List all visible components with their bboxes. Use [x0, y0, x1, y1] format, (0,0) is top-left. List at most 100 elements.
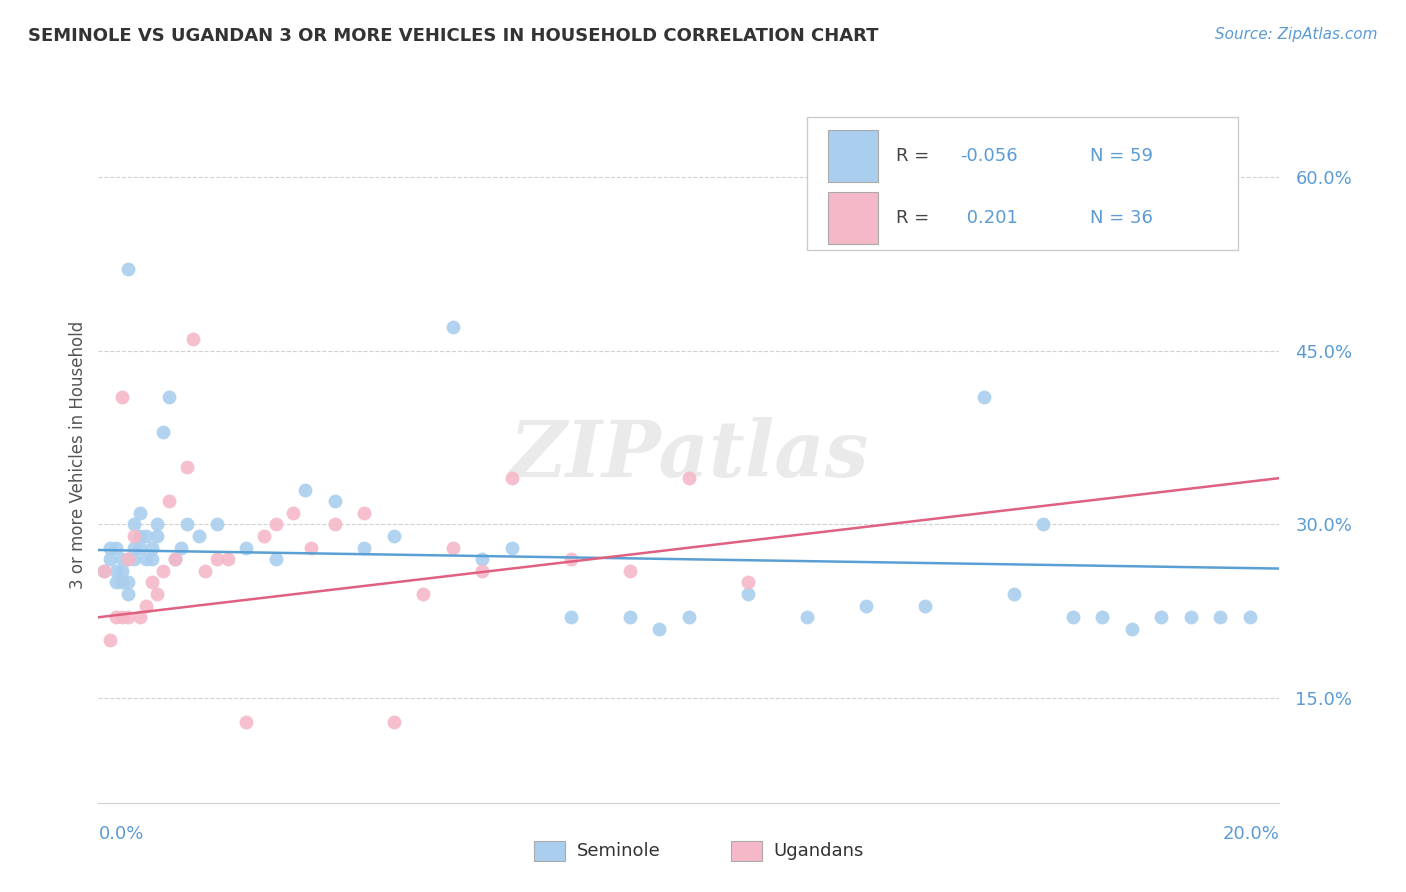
Point [165, 552, 187, 566]
Point [737, 575, 759, 590]
Point [141, 541, 163, 555]
Point [141, 575, 163, 590]
Point [294, 483, 316, 497]
Point [560, 610, 582, 624]
Point [117, 552, 139, 566]
Point [187, 529, 209, 543]
Point [412, 587, 434, 601]
Point [146, 529, 169, 543]
Text: 0.201: 0.201 [960, 210, 1018, 227]
Point [111, 610, 134, 624]
Point [1180, 610, 1202, 624]
Point [194, 564, 217, 578]
FancyBboxPatch shape [807, 118, 1239, 250]
Point [619, 564, 641, 578]
FancyBboxPatch shape [828, 193, 877, 244]
Point [122, 517, 145, 532]
Point [111, 564, 134, 578]
Point [93, 564, 115, 578]
Point [1239, 610, 1261, 624]
Point [471, 552, 494, 566]
Point [323, 494, 346, 508]
Point [235, 714, 257, 729]
Point [135, 552, 157, 566]
Point [737, 587, 759, 601]
Point [619, 610, 641, 624]
Point [176, 459, 198, 474]
Point [441, 320, 464, 334]
Point [441, 541, 464, 555]
Point [560, 552, 582, 566]
Point [678, 610, 700, 624]
Point [157, 390, 180, 404]
Point [382, 529, 405, 543]
Point [111, 575, 134, 590]
Point [117, 575, 139, 590]
Point [122, 541, 145, 555]
Point [1062, 610, 1084, 624]
Point [1150, 610, 1173, 624]
Point [117, 587, 139, 601]
Point [105, 610, 128, 624]
Point [1209, 610, 1232, 624]
Text: R =: R = [896, 147, 935, 165]
Point [501, 541, 523, 555]
Text: Source: ZipAtlas.com: Source: ZipAtlas.com [1215, 27, 1378, 42]
Point [117, 610, 139, 624]
Point [205, 517, 228, 532]
FancyBboxPatch shape [828, 129, 877, 182]
Text: SEMINOLE VS UGANDAN 3 OR MORE VEHICLES IN HOUSEHOLD CORRELATION CHART: SEMINOLE VS UGANDAN 3 OR MORE VEHICLES I… [28, 27, 879, 45]
Point [105, 564, 128, 578]
Point [135, 529, 157, 543]
Point [98, 541, 121, 555]
Point [1091, 610, 1114, 624]
Point [128, 506, 150, 520]
Point [501, 471, 523, 485]
Point [111, 552, 134, 566]
Point [1002, 587, 1025, 601]
Point [217, 552, 239, 566]
Point [323, 517, 346, 532]
Point [471, 564, 494, 578]
Point [146, 587, 169, 601]
Point [353, 506, 375, 520]
Y-axis label: 3 or more Vehicles in Household: 3 or more Vehicles in Household [69, 321, 87, 589]
Point [235, 541, 257, 555]
Point [796, 610, 818, 624]
Point [122, 529, 145, 543]
Point [264, 517, 287, 532]
Point [157, 494, 180, 508]
Text: N = 59: N = 59 [1091, 147, 1153, 165]
Point [283, 506, 305, 520]
Point [181, 332, 204, 346]
Point [98, 552, 121, 566]
Point [205, 552, 228, 566]
Point [253, 529, 276, 543]
Point [1121, 622, 1143, 636]
Point [176, 517, 198, 532]
Text: -0.056: -0.056 [960, 147, 1018, 165]
Point [98, 633, 121, 648]
Point [146, 517, 169, 532]
Point [382, 714, 405, 729]
Point [170, 541, 193, 555]
Point [165, 552, 187, 566]
Point [122, 552, 145, 566]
Text: Seminole: Seminole [576, 842, 661, 860]
Point [678, 471, 700, 485]
Text: ZIPatlas: ZIPatlas [509, 417, 869, 493]
Point [128, 541, 150, 555]
Point [299, 541, 322, 555]
Point [128, 610, 150, 624]
Text: N = 36: N = 36 [1091, 210, 1153, 227]
Point [135, 599, 157, 613]
Point [152, 425, 174, 439]
Text: R =: R = [896, 210, 935, 227]
Point [1032, 517, 1054, 532]
Point [128, 529, 150, 543]
Point [111, 390, 134, 404]
Point [914, 599, 936, 613]
Point [105, 575, 128, 590]
Text: Ugandans: Ugandans [773, 842, 863, 860]
Point [117, 262, 139, 277]
